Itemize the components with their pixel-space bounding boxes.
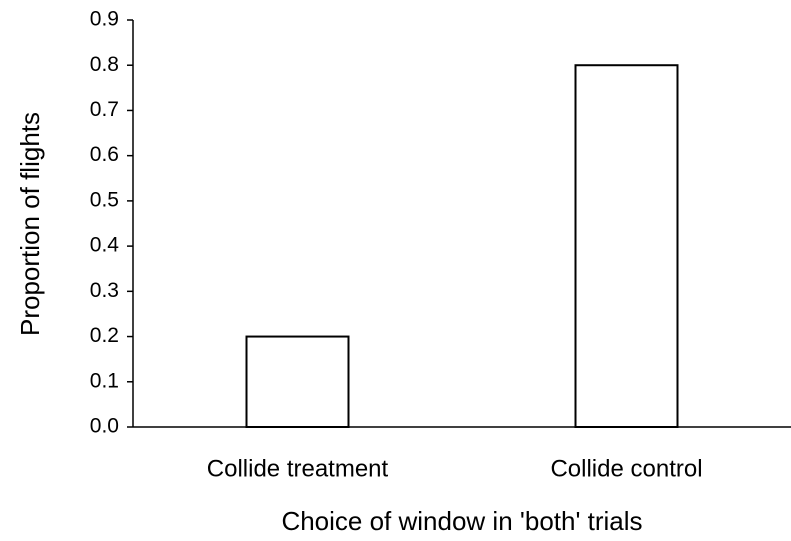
y-tick-label: 0.6 — [90, 143, 119, 166]
bar — [574, 64, 679, 428]
x-tick-label: Collide treatment — [207, 455, 389, 482]
y-tick-label: 0.3 — [90, 279, 119, 302]
y-tick-label: 0.4 — [90, 234, 120, 257]
x-tick-label: Collide control — [550, 455, 702, 482]
y-tick-label: 0.8 — [90, 53, 119, 76]
y-tick-label: 0.7 — [90, 98, 119, 121]
y-tick-label: 0.0 — [90, 415, 119, 438]
y-tick-label: 0.5 — [90, 188, 119, 211]
bar — [245, 335, 350, 428]
y-tick-label: 0.9 — [90, 8, 119, 31]
x-axis-title: Choice of window in 'both' trials — [281, 506, 642, 536]
y-tick-label: 0.2 — [90, 324, 119, 347]
y-tick-label: 0.1 — [90, 369, 119, 392]
y-axis-title: Proportion of flights — [15, 112, 45, 336]
